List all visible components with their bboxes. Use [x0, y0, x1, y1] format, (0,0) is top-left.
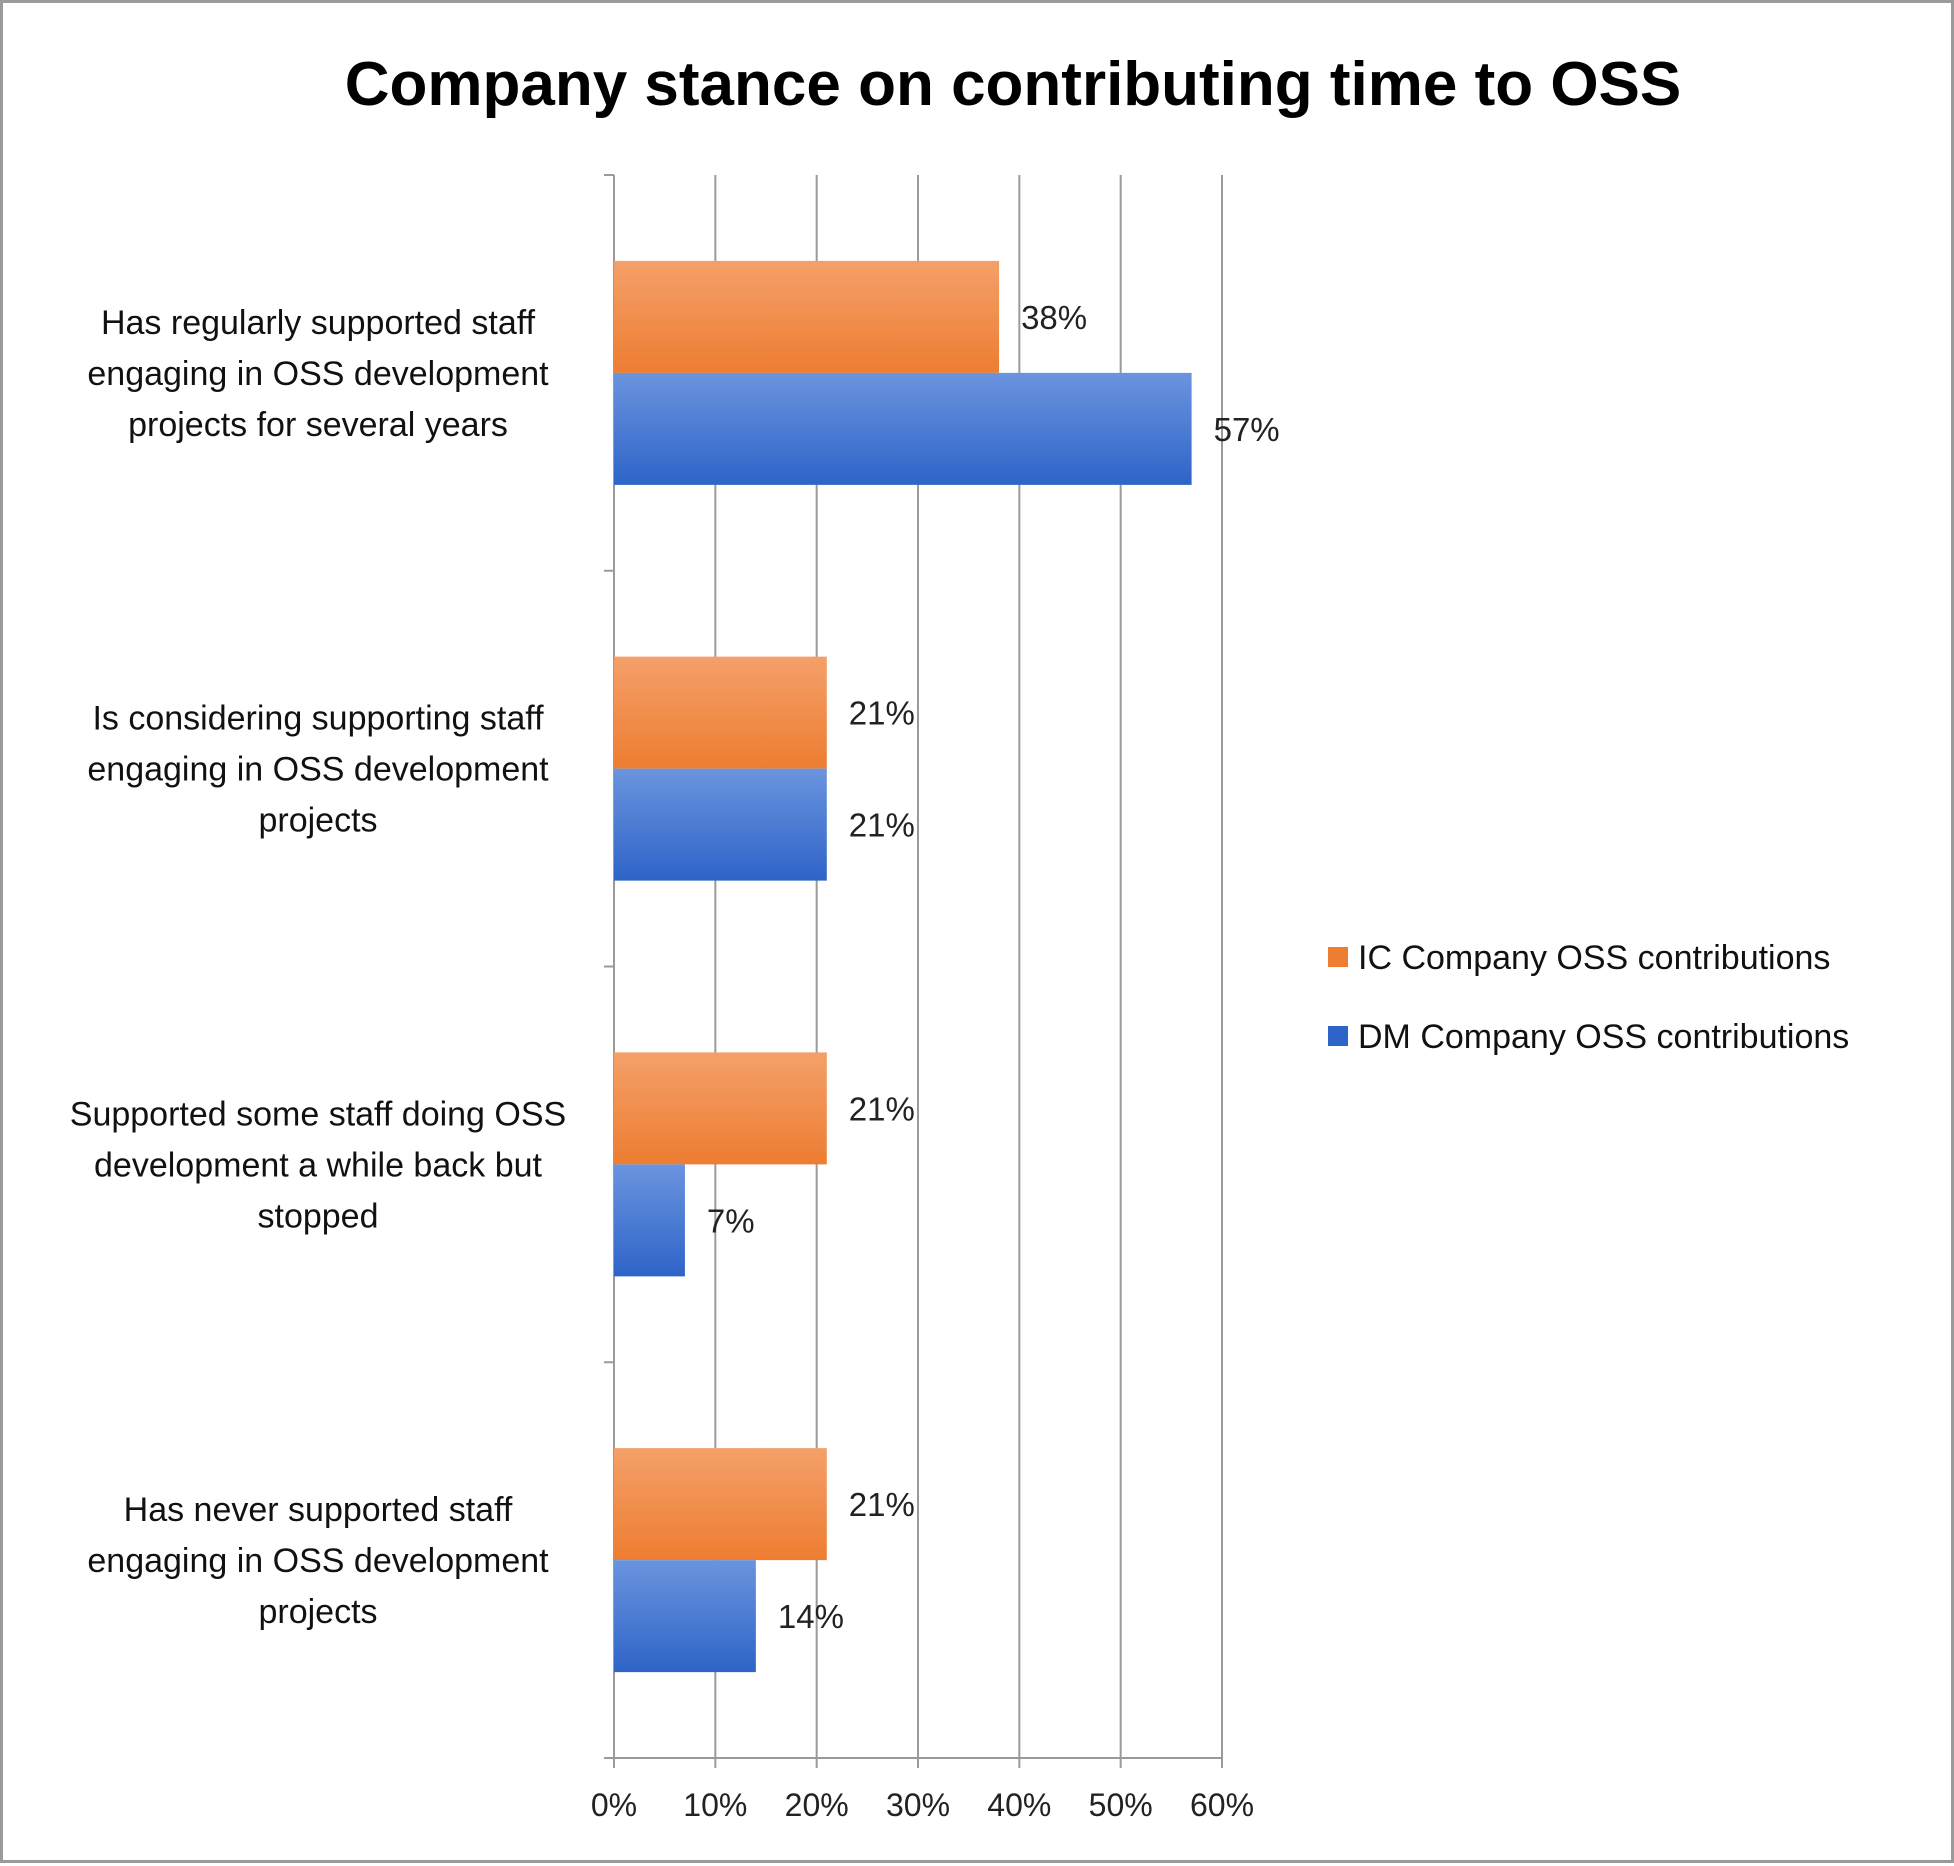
category-label-line: engaging in OSS development	[87, 1542, 549, 1580]
category-label-line: stopped	[258, 1197, 379, 1235]
category-label: Supported some staff doing OSS developmen…	[70, 1095, 566, 1235]
x-tick-label: 30%	[886, 1787, 950, 1823]
x-tick-label: 40%	[987, 1787, 1051, 1823]
bars	[614, 260, 1192, 1673]
x-tick-label: 50%	[1089, 1787, 1153, 1823]
category-labels: Has regularly supported staff engaging in…	[70, 304, 566, 1631]
data-label: 21%	[849, 807, 915, 844]
category-label-line: engaging in OSS development	[87, 355, 549, 393]
category-label-line: Has regularly supported staff	[101, 304, 536, 342]
category-label-line: projects for several years	[128, 406, 508, 444]
legend-label-ic: IC Company OSS contributions	[1358, 939, 1830, 977]
bar-dm	[614, 768, 827, 881]
x-tick-labels: 0% 10% 20% 30% 40% 50% 60%	[591, 1787, 1254, 1823]
x-tick-label: 0%	[591, 1787, 637, 1823]
category-label-line: Has never supported staff	[124, 1491, 513, 1529]
category-label: Has never supported staff engaging in OSS…	[87, 1491, 549, 1631]
bar-dm	[614, 1164, 685, 1277]
chart-title: Company stance on contributing time to O…	[345, 50, 1682, 119]
x-tick-label: 20%	[785, 1787, 849, 1823]
category-label-line: projects	[258, 1593, 377, 1631]
legend: IC Company OSS contributions DM Company O…	[1328, 939, 1849, 1056]
data-label: 38%	[1021, 299, 1087, 336]
bar-chart: Company stance on contributing time to O…	[70, 50, 1850, 1823]
data-label: 21%	[849, 1486, 915, 1523]
category-label-line: Supported some staff doing OSS	[70, 1095, 566, 1133]
data-labels: 38% 57% 21% 21% 21% 7% 21% 14%	[707, 299, 1280, 1635]
data-label: 57%	[1214, 411, 1280, 448]
x-tick-label: 60%	[1190, 1787, 1254, 1823]
legend-swatch-ic	[1328, 947, 1348, 967]
data-label: 14%	[778, 1598, 844, 1635]
category-label-line: Is considering supporting staff	[92, 700, 544, 738]
x-tick-label: 10%	[683, 1787, 747, 1823]
category-label: Has regularly supported staff engaging in…	[87, 304, 549, 444]
category-label: Is considering supporting staff engaging …	[87, 700, 549, 840]
category-label-line: engaging in OSS development	[87, 751, 549, 789]
bar-ic	[614, 656, 827, 769]
data-label: 21%	[849, 1090, 915, 1127]
bar-ic	[614, 1052, 827, 1165]
legend-swatch-dm	[1328, 1026, 1348, 1046]
data-label: 7%	[707, 1202, 755, 1239]
bar-ic	[614, 260, 1000, 373]
bar-ic	[614, 1448, 827, 1561]
category-label-line: projects	[258, 802, 377, 840]
bar-dm	[614, 372, 1192, 485]
category-label-line: development a while back but	[94, 1146, 542, 1184]
legend-label-dm: DM Company OSS contributions	[1358, 1018, 1849, 1056]
bar-dm	[614, 1560, 756, 1673]
data-label: 21%	[849, 695, 915, 732]
